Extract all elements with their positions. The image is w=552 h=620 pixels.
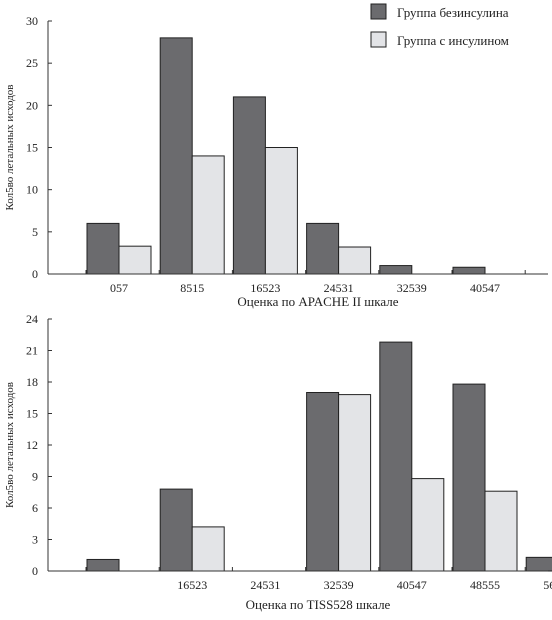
apache-bar-s2-1 xyxy=(118,245,152,275)
legend-label-1: Группа безинсулина xyxy=(397,5,509,20)
tiss-y-tick-label: 6 xyxy=(32,501,38,515)
apache-bar-s2-4 xyxy=(338,246,372,275)
apache-bar-s1-1 xyxy=(86,222,120,275)
legend-label-2: Группа с инсулином xyxy=(397,33,509,48)
tiss-y-tick-label: 24 xyxy=(26,312,38,326)
tiss-bar-s1-7 xyxy=(525,556,552,572)
apache-y-tick-label: 5 xyxy=(32,225,38,239)
legend-swatch-2 xyxy=(370,31,387,48)
tiss-x-axis-title: Оценка по TISS528 шкале xyxy=(246,597,391,612)
tiss-bar-s2-4 xyxy=(338,394,372,572)
apache-x-tick-label: 8515 xyxy=(180,281,204,295)
apache-y-tick-label: 10 xyxy=(26,183,38,197)
apache-bar-s1-6 xyxy=(452,266,486,275)
tiss-chart: 0 3 6 9 12 15 18 21 24 16523 24531 32539 40547 48555 5… xyxy=(4,312,552,612)
apache-x-tick-label: 24531 xyxy=(324,281,354,295)
tiss-x-tick-label: 40547 xyxy=(397,578,427,592)
tiss-y-tick-label: 0 xyxy=(32,564,38,578)
tiss-y-tick-label: 18 xyxy=(26,375,38,389)
apache-x-tick-label: 40547 xyxy=(470,281,500,295)
apache-bar-s1-4 xyxy=(306,222,340,275)
apache-x-tick-label: 057 xyxy=(110,281,128,295)
tiss-y-tick-label: 21 xyxy=(26,344,38,358)
tiss-y-tick-label: 3 xyxy=(32,533,38,547)
apache-chart: 0 5 10 15 20 25 30 057 8515 16523 24531 32539 40547 О… xyxy=(4,14,548,309)
tiss-x-tick-label: 56563 xyxy=(543,578,552,592)
apache-y-tick-label: 15 xyxy=(26,141,38,155)
apache-bar-s2-2 xyxy=(191,155,225,275)
apache-bar-s1-3 xyxy=(232,96,266,275)
apache-y-axis-title: Кол5во летальных исходов xyxy=(4,84,16,210)
tiss-x-tick-label: 16523 xyxy=(177,578,207,592)
legend-swatch-1 xyxy=(370,3,387,20)
apache-bar-s1-2 xyxy=(159,37,193,275)
apache-bar-s1-5 xyxy=(379,265,413,275)
tiss-bar-s1-1 xyxy=(86,558,120,572)
tiss-x-tick-label: 48555 xyxy=(470,578,500,592)
apache-y-tick-label: 0 xyxy=(32,267,38,281)
tiss-bar-s1-2 xyxy=(159,488,193,572)
tiss-y-tick-label: 9 xyxy=(32,470,38,484)
tiss-bar-s1-5 xyxy=(379,341,413,572)
apache-x-axis-title: Оценка по APACHE II шкале xyxy=(237,294,398,309)
tiss-bar-s2-5 xyxy=(411,478,445,572)
apache-bar-s2-3 xyxy=(264,147,298,275)
legend: Группа безинсулина Группа с инсулином xyxy=(370,3,509,48)
tiss-y-tick-label: 12 xyxy=(26,438,38,452)
tiss-bar-s1-6 xyxy=(452,383,486,572)
apache-x-tick-label: 16523 xyxy=(250,281,280,295)
tiss-bar-s1-4 xyxy=(306,392,340,572)
tiss-y-tick-label: 15 xyxy=(26,407,38,421)
tiss-y-axis-title: Кол5во летальных исходов xyxy=(4,382,16,508)
tiss-x-tick-label: 24531 xyxy=(250,578,280,592)
apache-x-tick-label: 32539 xyxy=(397,281,427,295)
apache-y-tick-label: 25 xyxy=(26,56,38,70)
tiss-x-tick-label: 32539 xyxy=(324,578,354,592)
apache-y-tick-label: 20 xyxy=(26,98,38,112)
apache-y-tick-label: 30 xyxy=(26,14,38,28)
tiss-bar-s2-6 xyxy=(484,490,518,572)
tiss-bar-s2-2 xyxy=(191,526,225,572)
